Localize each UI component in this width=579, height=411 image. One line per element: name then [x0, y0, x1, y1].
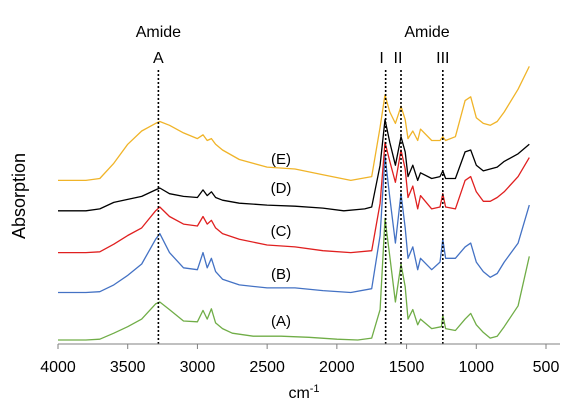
x-tick-label-500: 500 — [533, 359, 560, 376]
series-layer — [58, 66, 530, 341]
annotation-amide-a-title: Amide — [136, 24, 181, 41]
series-label-C: (C) — [271, 223, 292, 240]
annotation-amide-iii: III — [436, 50, 449, 67]
x-ticks: 4000 3500 3000 2500 2000 1500 1000 500 — [40, 344, 559, 376]
series-label-E: (E) — [271, 151, 291, 168]
x-tick-label-3000: 3000 — [180, 359, 216, 376]
annotation-amide-i: I — [379, 50, 383, 67]
series-line-B — [58, 155, 530, 294]
x-tick-label-4000: 4000 — [40, 359, 76, 376]
annotation-amide-ii: II — [394, 50, 403, 67]
series-line-E — [58, 66, 530, 182]
x-tick-label-3500: 3500 — [110, 359, 146, 376]
y-axis-title: Absorption — [9, 153, 29, 239]
x-tick-label-1000: 1000 — [458, 359, 494, 376]
series-line-A — [58, 217, 530, 341]
series-line-D — [58, 118, 530, 212]
series-label-B: (B) — [271, 266, 291, 283]
x-tick-label-2500: 2500 — [249, 359, 285, 376]
x-tick-label-2000: 2000 — [319, 359, 355, 376]
annotation-amide-title: Amide — [404, 24, 449, 41]
x-tick-label-1500: 1500 — [389, 359, 425, 376]
series-label-D: (D) — [271, 180, 292, 197]
x-axis-title-exponent: -1 — [310, 383, 320, 395]
series-line-C — [58, 141, 530, 254]
x-axis-title: cm-1 — [288, 383, 319, 402]
marker-layer — [157, 70, 444, 344]
annotation-amide-a-letter: A — [153, 50, 164, 67]
x-axis-title-unit: cm — [288, 385, 309, 402]
series-label-A: (A) — [271, 313, 291, 330]
